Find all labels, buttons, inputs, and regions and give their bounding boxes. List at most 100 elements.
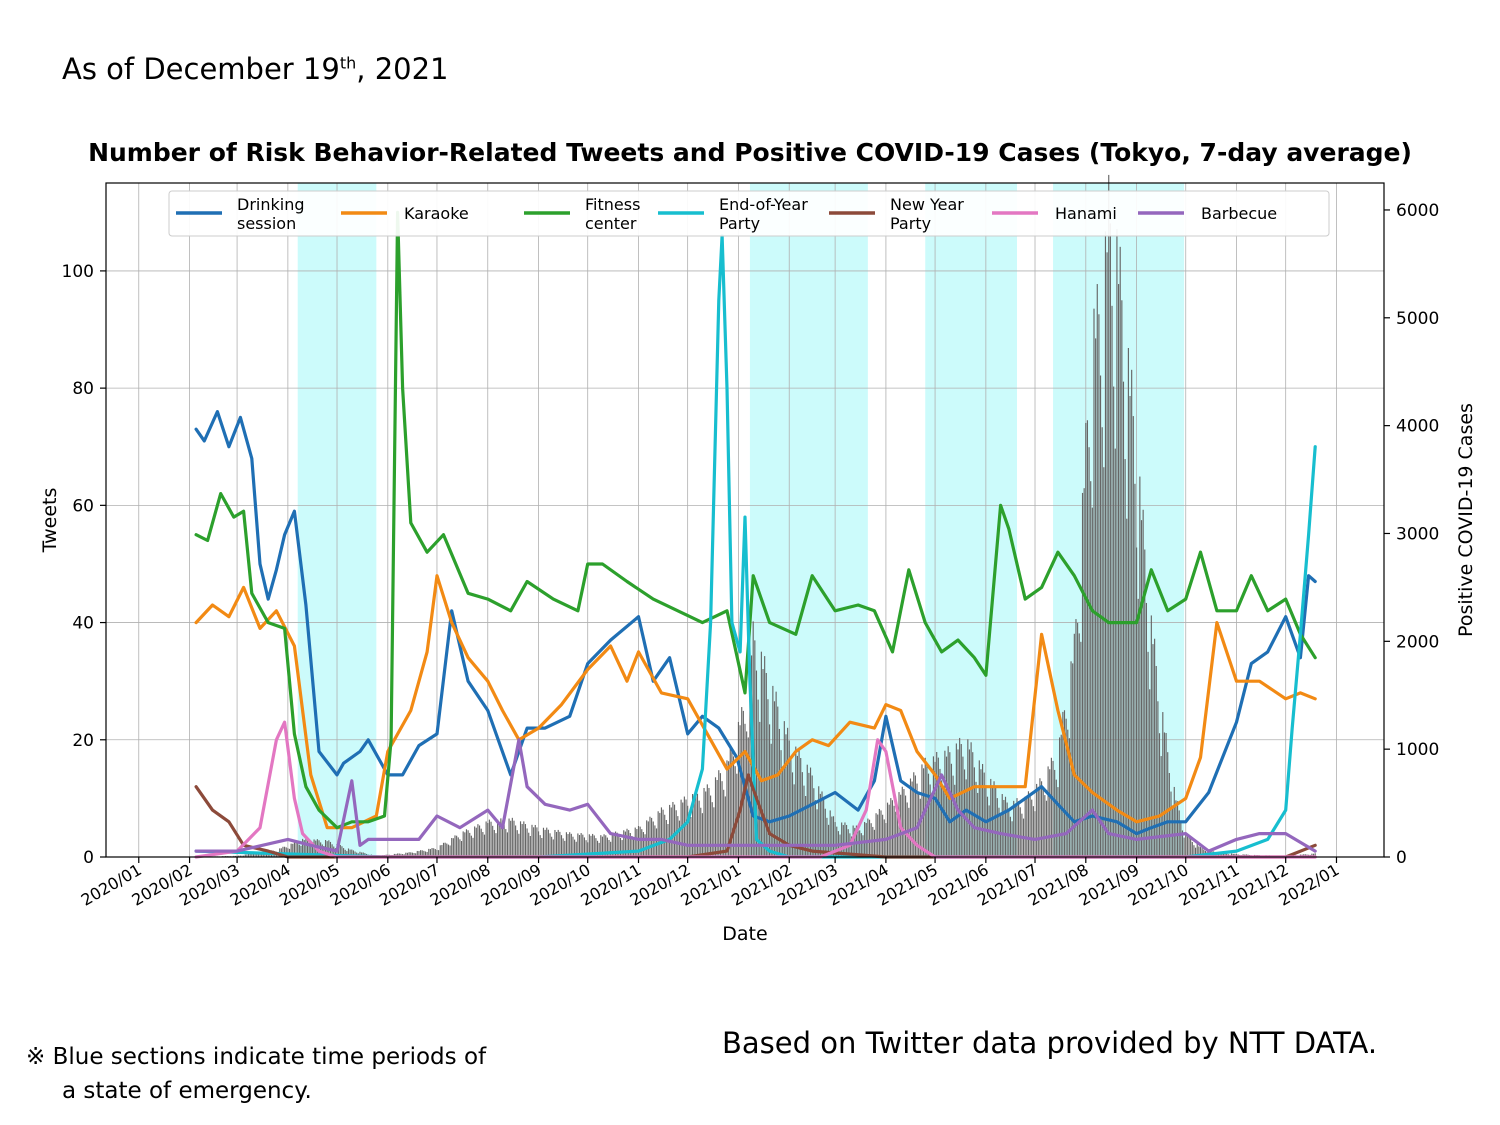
case-bar xyxy=(549,833,551,857)
case-bar xyxy=(1152,644,1154,857)
case-bar xyxy=(878,808,880,857)
case-bar xyxy=(665,819,667,857)
case-bar xyxy=(1157,701,1159,857)
case-bar xyxy=(1093,308,1095,858)
y2-tick-label: 5000 xyxy=(1396,309,1439,329)
case-bar xyxy=(628,830,630,857)
case-bar xyxy=(672,801,674,857)
case-bar xyxy=(1144,549,1146,857)
case-bar xyxy=(441,845,443,857)
case-bar xyxy=(1175,800,1177,857)
case-bar xyxy=(490,821,492,857)
case-bar xyxy=(1106,252,1108,857)
case-bar xyxy=(1176,801,1179,857)
series-line-new-year-party xyxy=(194,773,1317,859)
case-bar xyxy=(587,842,589,857)
case-bar xyxy=(418,851,420,857)
case-bar xyxy=(732,756,735,857)
case-bar xyxy=(793,784,795,857)
case-bar xyxy=(960,744,962,857)
case-bar xyxy=(991,785,993,857)
case-bar xyxy=(657,811,659,857)
case-bar xyxy=(300,845,302,857)
case-bar xyxy=(528,832,530,857)
case-bar xyxy=(685,799,687,857)
case-bar xyxy=(1057,787,1059,857)
case-bar xyxy=(1072,663,1074,857)
case-bar xyxy=(310,844,312,857)
plot-frame xyxy=(105,182,1385,858)
case-bar xyxy=(529,835,531,857)
case-bar xyxy=(1129,395,1131,857)
case-bar xyxy=(241,855,243,857)
case-bar xyxy=(888,804,890,857)
case-bar xyxy=(598,842,600,857)
y-tick-label: 80 xyxy=(72,379,94,399)
case-bar xyxy=(731,747,733,857)
case-bar xyxy=(947,746,949,857)
case-bar xyxy=(546,827,548,857)
case-bar xyxy=(439,845,441,857)
case-bar xyxy=(867,818,869,857)
case-bar xyxy=(827,824,830,857)
case-bar xyxy=(842,825,844,857)
case-bar xyxy=(577,833,579,857)
case-bar xyxy=(1000,815,1002,857)
case-bar xyxy=(631,836,633,857)
case-bar xyxy=(588,834,590,857)
case-bar xyxy=(1065,718,1067,857)
case-bar xyxy=(1137,598,1139,857)
case-bar xyxy=(982,763,984,857)
case-bar xyxy=(552,839,554,857)
case-bar xyxy=(282,846,284,857)
case-bar xyxy=(503,824,505,857)
case-bar xyxy=(832,816,835,857)
case-bar xyxy=(703,787,705,857)
case-bar xyxy=(346,851,348,857)
case-bar xyxy=(713,807,715,857)
case-bar xyxy=(693,797,695,857)
series-line-karaoke xyxy=(194,574,1317,830)
case-bar xyxy=(590,835,592,857)
case-bar xyxy=(1001,794,1003,857)
case-bar xyxy=(506,832,508,857)
case-bar xyxy=(354,851,356,857)
case-bar xyxy=(941,780,943,857)
y-tick-label: 0 xyxy=(83,848,94,868)
case-bar xyxy=(1050,757,1052,857)
series-line-barbecue xyxy=(194,738,1317,853)
case-bar xyxy=(783,721,785,857)
case-bar xyxy=(723,789,725,857)
case-bar xyxy=(449,845,451,857)
case-bar xyxy=(533,827,535,857)
case-bar xyxy=(778,728,780,857)
case-bar xyxy=(519,821,522,857)
case-bar xyxy=(442,842,445,857)
case-bar xyxy=(531,824,533,857)
case-bar xyxy=(475,827,477,857)
case-bar xyxy=(927,773,930,857)
case-bar xyxy=(1059,737,1061,857)
case-bar xyxy=(911,781,913,857)
case-bar xyxy=(1039,778,1041,857)
case-bar xyxy=(585,840,587,857)
case-bar xyxy=(1191,841,1193,857)
case-bar xyxy=(1027,791,1030,857)
case-bar xyxy=(521,824,523,857)
case-bar xyxy=(603,834,605,857)
case-bar xyxy=(785,734,787,857)
as-of-prefix: As of December 19 xyxy=(62,52,340,86)
case-bar xyxy=(687,805,689,857)
case-bar xyxy=(420,850,422,857)
case-bar xyxy=(1158,733,1161,857)
y-tick-label: 20 xyxy=(72,731,94,751)
case-bar xyxy=(505,829,507,857)
case-bar xyxy=(515,825,517,857)
case-bar xyxy=(708,787,710,857)
case-bar xyxy=(474,826,476,857)
case-bar xyxy=(292,843,294,857)
case-bar xyxy=(824,808,826,857)
data-credit: Based on Twitter data provided by NTT DA… xyxy=(722,1026,1378,1060)
case-bar xyxy=(1103,467,1105,857)
y2-tick-label: 3000 xyxy=(1396,524,1439,544)
